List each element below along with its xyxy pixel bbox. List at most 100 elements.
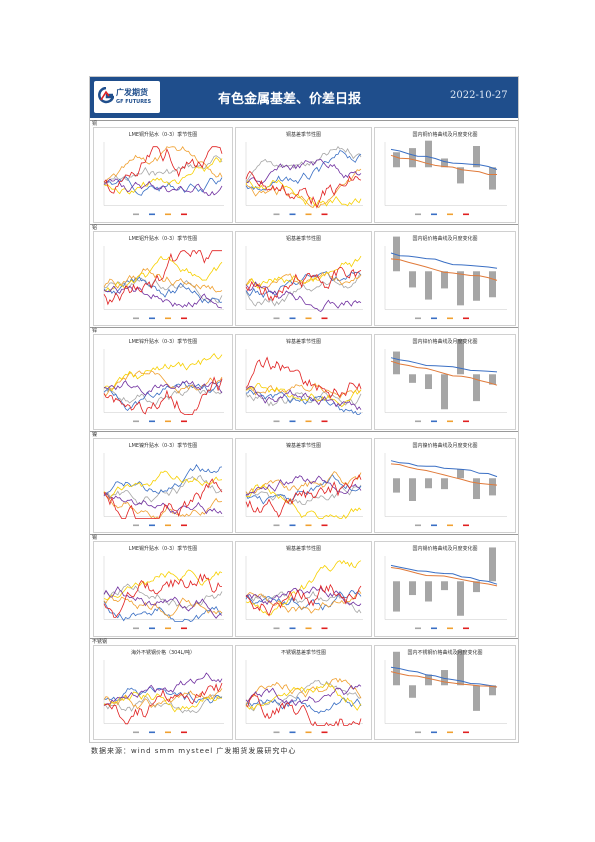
legend-swatch xyxy=(165,627,171,630)
chart-panel: 国内铝价格曲线及月度变化图 xyxy=(374,230,516,326)
series-line xyxy=(103,569,223,601)
chart-title: 国内铝价格曲线及月度变化图 xyxy=(412,235,478,242)
price-curve-previous xyxy=(390,257,498,281)
legend-swatch xyxy=(133,317,139,319)
section-4: 锡 LME锡升贴水（0-3）季节性图 锡基差季节性图 国内锡价格曲线及月度变化图 xyxy=(90,534,518,638)
series-line xyxy=(103,285,223,308)
chart-panel: 国内锡价格曲线及月度变化图 xyxy=(374,541,516,637)
report-sheet: 广发期货 GF FUTURES 有色金属基差、价差日报 2022-10-27 铜… xyxy=(89,76,519,743)
section-divider xyxy=(90,223,518,231)
chart-title: 锌基差季节性图 xyxy=(285,339,321,345)
price-curve-current xyxy=(390,252,498,269)
chart-graphic xyxy=(384,339,507,423)
legend-swatch xyxy=(463,627,469,630)
legend-swatch xyxy=(289,317,296,319)
series-line xyxy=(245,695,362,714)
price-curve-current xyxy=(390,666,498,687)
chart-title: 锡基差季节性图 xyxy=(285,546,321,552)
series-line xyxy=(103,694,223,713)
chart-panel: 铝基差季节性图 xyxy=(235,230,372,326)
chart-panel: 国内锌价格曲线及月度变化图 xyxy=(374,334,516,430)
section-divider xyxy=(90,120,518,127)
chart-panel: LME镍升贴水（0-3）季节性图 xyxy=(93,437,233,533)
legend-swatch xyxy=(305,213,312,216)
series-line xyxy=(245,473,362,518)
legend-swatch xyxy=(321,213,328,216)
legend-swatch xyxy=(447,213,453,216)
change-bar xyxy=(425,581,432,602)
legend-swatch xyxy=(321,627,328,630)
change-bar xyxy=(441,669,448,685)
legend-swatch xyxy=(165,731,171,733)
series-line xyxy=(245,677,362,705)
change-bar xyxy=(409,477,416,501)
chart-graphic xyxy=(103,142,224,216)
chart-graphic xyxy=(245,556,363,630)
series-line xyxy=(103,601,223,622)
change-bar xyxy=(409,374,416,383)
change-bar xyxy=(457,167,464,184)
legend-swatch xyxy=(463,317,469,319)
chart-title: LME铝升贴水（0-3）季节性图 xyxy=(128,235,198,242)
series-line xyxy=(245,483,362,519)
legend-swatch xyxy=(165,317,171,319)
change-bar xyxy=(425,674,432,685)
legend-swatch xyxy=(149,524,155,526)
legend-swatch xyxy=(321,420,328,423)
legend-swatch xyxy=(321,524,328,526)
chart-graphic xyxy=(103,349,224,423)
series-line xyxy=(103,682,223,724)
series-line xyxy=(103,691,223,712)
chart-title: 海外不锈钢价格（304L/吨） xyxy=(130,649,195,656)
chart-panel: 国内铜价格曲线及月度变化图 xyxy=(374,127,516,223)
legend-swatch xyxy=(273,420,280,423)
section-divider xyxy=(90,327,518,334)
series-line xyxy=(103,463,223,496)
legend-swatch xyxy=(133,213,139,216)
chart-title: LME铜升贴水（0-3）季节性图 xyxy=(128,132,198,138)
chart-panel: LME铜升贴水（0-3）季节性图 xyxy=(93,127,233,223)
legend-swatch xyxy=(149,731,155,733)
legend-swatch xyxy=(447,731,453,733)
legend-swatch xyxy=(415,627,421,630)
legend-swatch xyxy=(181,524,187,526)
legend-swatch xyxy=(133,627,139,630)
chart-panel: 国内镍价格曲线及月度变化图 xyxy=(374,437,516,533)
legend-swatch xyxy=(431,317,437,319)
change-bar xyxy=(457,339,464,375)
legend-swatch xyxy=(305,420,312,423)
price-curve-current xyxy=(390,564,498,585)
section-label: 镍 xyxy=(92,431,98,438)
legend-swatch xyxy=(289,731,296,733)
price-curve-previous xyxy=(390,360,498,386)
change-bar xyxy=(489,477,496,495)
company-logo: 广发期货 GF FUTURES xyxy=(94,81,160,113)
change-bar xyxy=(489,374,496,385)
section-divider xyxy=(90,430,518,438)
series-line xyxy=(245,179,362,207)
legend-swatch xyxy=(273,627,280,630)
legend-swatch xyxy=(447,420,453,423)
change-bar xyxy=(409,684,416,698)
change-bar xyxy=(457,270,464,305)
series-line xyxy=(103,586,223,619)
series-line xyxy=(103,492,223,519)
section-divider xyxy=(90,637,518,645)
legend-swatch xyxy=(273,317,280,319)
chart-graphic xyxy=(384,649,507,733)
series-line xyxy=(103,379,223,412)
legend-swatch xyxy=(463,731,469,733)
chart-title: 国内锌价格曲线及月度变化图 xyxy=(412,339,478,345)
series-line xyxy=(245,559,362,616)
chart-title: 国内不锈钢价格曲线及月度变化图 xyxy=(407,649,483,656)
series-line xyxy=(245,158,362,185)
legend-swatch xyxy=(149,317,155,319)
series-line xyxy=(245,692,362,727)
change-bar xyxy=(409,581,416,596)
price-curve-current xyxy=(390,459,498,477)
series-line xyxy=(245,170,362,209)
legend-swatch xyxy=(321,317,328,319)
series-line xyxy=(245,470,362,496)
legend-swatch xyxy=(415,731,421,733)
series-line xyxy=(245,389,362,415)
